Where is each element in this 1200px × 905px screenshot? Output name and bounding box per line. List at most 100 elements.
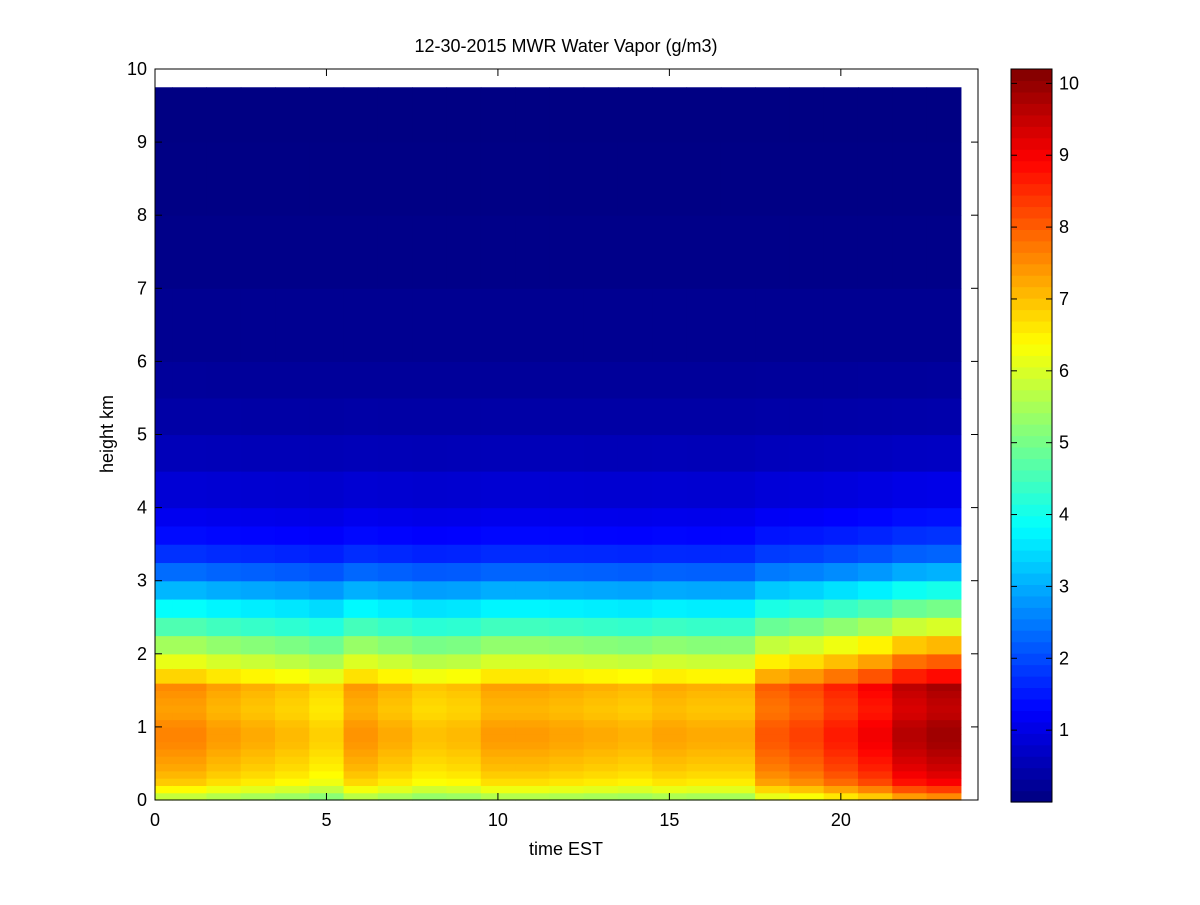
heatmap-cell (686, 726, 722, 735)
heatmap-cell (926, 726, 962, 735)
heatmap-cell (155, 544, 173, 564)
heatmap-cell (549, 763, 585, 772)
heatmap-cell (172, 726, 208, 735)
heatmap-cell (412, 756, 448, 765)
heatmap-cell (789, 598, 825, 618)
chart-title: 12-30-2015 MWR Water Vapor (g/m3) (414, 36, 717, 56)
colorbar-tick-label: 1 (1059, 720, 1069, 740)
colorbar-band (1011, 252, 1052, 265)
heatmap-cell (789, 288, 825, 362)
heatmap-cell (857, 756, 893, 765)
colorbar-band (1011, 366, 1052, 379)
heatmap-cell (309, 397, 345, 436)
heatmap-cell (206, 683, 242, 691)
heatmap-cell (686, 690, 722, 699)
heatmap-cell (720, 635, 756, 655)
heatmap-cell (446, 142, 482, 216)
heatmap-cell (755, 525, 790, 545)
heatmap-cell (515, 763, 550, 772)
heatmap-cell (377, 770, 413, 779)
heatmap-cell (857, 668, 893, 684)
heatmap-cell (343, 288, 379, 362)
heatmap-cell (275, 704, 310, 713)
heatmap-cell (206, 668, 242, 684)
heatmap-cell (240, 525, 276, 545)
heatmap-cell (892, 668, 928, 684)
heatmap-cell (343, 87, 379, 143)
heatmap-cell (412, 434, 448, 472)
colorbar-band (1011, 664, 1052, 677)
heatmap-cell (823, 635, 859, 655)
heatmap-cell (686, 748, 722, 757)
heatmap-cell (755, 544, 790, 564)
heatmap-cell (480, 719, 516, 728)
x-tick-label: 5 (321, 810, 331, 830)
colorbar-band (1011, 595, 1052, 608)
heatmap-cell (617, 617, 653, 637)
heatmap-cell (377, 562, 413, 582)
heatmap-cell (275, 507, 310, 527)
heatmap-cell (206, 361, 242, 399)
heatmap-cell (652, 434, 688, 472)
heatmap-cell (240, 397, 276, 436)
heatmap-cell (480, 471, 516, 509)
heatmap-cell (583, 778, 619, 786)
heatmap-cell (789, 635, 825, 655)
heatmap-cell (172, 778, 208, 786)
heatmap-cell (480, 763, 516, 772)
heatmap-cell (892, 719, 928, 728)
heatmap-cell (857, 635, 893, 655)
heatmap-cell (412, 792, 448, 801)
heatmap-cell (617, 792, 653, 801)
colorbar-band (1011, 401, 1052, 414)
heatmap-cell (857, 434, 893, 472)
heatmap-cell (206, 397, 242, 436)
heatmap-cell (480, 580, 516, 600)
heatmap-cell (857, 562, 893, 582)
heatmap-cell (172, 434, 208, 472)
heatmap-cell (652, 580, 688, 600)
heatmap-cell (755, 288, 790, 362)
heatmap-cell (857, 580, 893, 600)
heatmap-cell (926, 653, 962, 670)
heatmap-cell (549, 361, 585, 399)
heatmap-cell (652, 704, 688, 713)
colorbar-band (1011, 332, 1052, 345)
heatmap-cell (446, 544, 482, 564)
heatmap-cell (412, 397, 448, 436)
heatmap-cell (652, 712, 688, 721)
heatmap-cell (789, 785, 825, 794)
heatmap-cell (309, 142, 345, 216)
heatmap-cell (309, 785, 345, 794)
heatmap-cell (446, 434, 482, 472)
heatmap-cell (549, 544, 585, 564)
heatmap-cell (857, 763, 893, 772)
heatmap-cell (480, 726, 516, 735)
heatmap-cell (240, 697, 276, 706)
heatmap-cell (240, 748, 276, 757)
heatmap-cell (617, 434, 653, 472)
heatmap-cell (755, 142, 790, 216)
heatmap-cell (686, 741, 722, 750)
heatmap-cell (686, 778, 722, 786)
heatmap-cell (686, 87, 722, 143)
heatmap-cell (240, 683, 276, 691)
heatmap-cell (343, 770, 379, 779)
heatmap-cell (926, 525, 962, 545)
heatmap-cell (926, 683, 962, 691)
heatmap-cell (892, 726, 928, 735)
colorbar-band (1011, 298, 1052, 311)
heatmap-cell (515, 397, 550, 436)
heatmap-cell (583, 215, 619, 289)
heatmap-cell (309, 562, 345, 582)
heatmap-cell (240, 507, 276, 527)
heatmap-cell (720, 525, 756, 545)
heatmap-cell (892, 525, 928, 545)
heatmap-cell (480, 704, 516, 713)
heatmap-cell (892, 288, 928, 362)
heatmap-cell (652, 544, 688, 564)
colorbar-axis: 1 2 3 4 5 6 7 8 9 10 (1011, 73, 1079, 740)
heatmap-cell (172, 748, 208, 757)
heatmap-cell (652, 525, 688, 545)
